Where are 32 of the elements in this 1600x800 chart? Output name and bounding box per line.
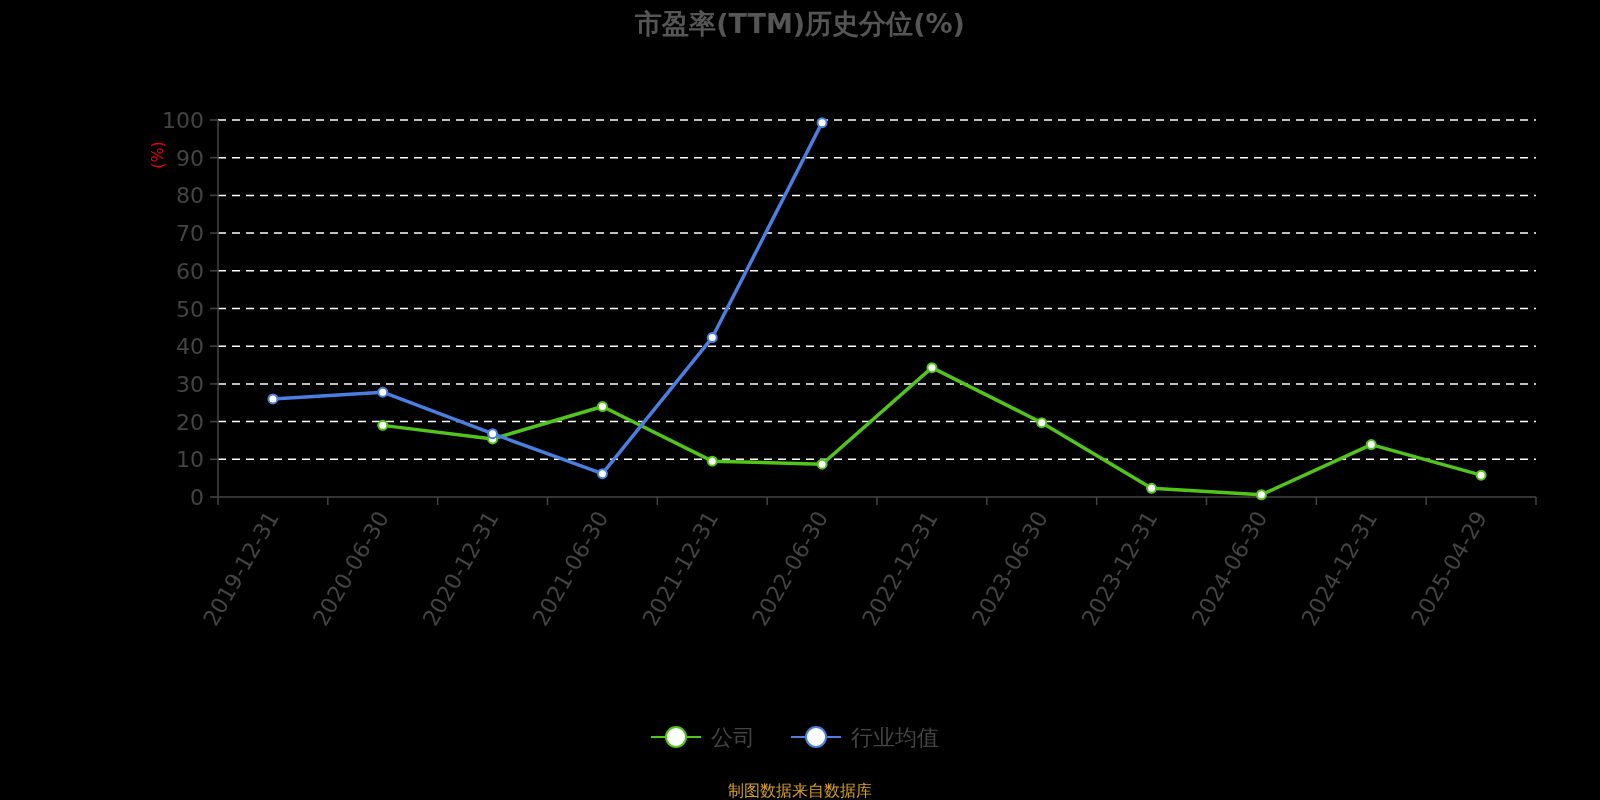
point bbox=[596, 401, 608, 413]
y-tick-label: 40 bbox=[176, 334, 204, 360]
y-tick-label: 60 bbox=[176, 258, 204, 284]
legend-label: 行业均值 bbox=[851, 725, 939, 750]
point bbox=[816, 117, 828, 129]
legend-label: 公司 bbox=[711, 725, 755, 750]
point bbox=[706, 455, 718, 467]
point bbox=[377, 386, 389, 398]
point bbox=[1036, 417, 1048, 429]
y-tick-label: 0 bbox=[190, 485, 204, 510]
y-tick-label: 90 bbox=[176, 145, 204, 171]
chart-title: 市盈率(TTM)历史分位(%) bbox=[634, 8, 965, 39]
point bbox=[377, 419, 389, 431]
point bbox=[267, 393, 279, 405]
point bbox=[816, 458, 828, 470]
text: 制图数据来自数据库 bbox=[728, 781, 872, 800]
point bbox=[926, 362, 938, 374]
point bbox=[596, 468, 608, 480]
point bbox=[706, 332, 718, 344]
y-tick-label: 70 bbox=[176, 221, 204, 247]
y-tick-label: 50 bbox=[176, 296, 204, 322]
y-tick-label: 10 bbox=[176, 447, 204, 473]
y-tick-label: 100 bbox=[162, 108, 204, 133]
y-tick-label: 30 bbox=[176, 371, 204, 397]
y-axis-title: (%) bbox=[147, 141, 167, 169]
point bbox=[487, 428, 499, 440]
point bbox=[1146, 482, 1158, 494]
point bbox=[1365, 439, 1377, 451]
y-tick-label: 80 bbox=[176, 183, 204, 209]
point bbox=[1255, 489, 1267, 501]
point bbox=[1475, 469, 1487, 481]
y-tick-label: 20 bbox=[176, 409, 204, 435]
